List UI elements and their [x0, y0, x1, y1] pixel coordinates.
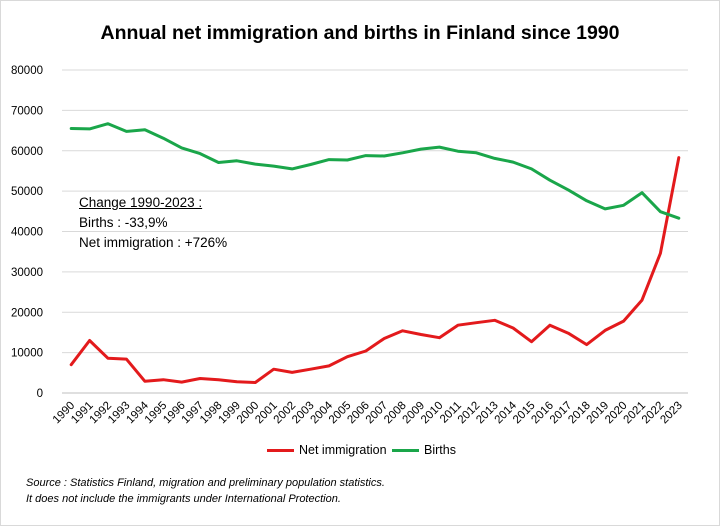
legend-swatch-net-immigration: [267, 448, 294, 452]
grid-lines: [62, 69, 688, 394]
source-note-line1: Source : Statistics Finland, migration a…: [26, 477, 385, 489]
legend-item-births: Births: [392, 443, 456, 457]
chart-title: Annual net immigration and births in Fin…: [100, 22, 620, 44]
y-tick-label: 10000: [11, 348, 43, 360]
y-tick-label: 20000: [11, 307, 43, 319]
y-axis-ticks: 0 10000 20000 30000 40000 50000 60000 70000 8000…: [11, 65, 43, 400]
source-note-line2: It does not include the immigrants under…: [26, 493, 341, 505]
legend-item-net-immigration: Net immigration: [267, 443, 387, 457]
y-tick-label: 60000: [11, 146, 43, 158]
x-tick-label: 2023: [658, 400, 685, 427]
y-tick-label: 50000: [11, 186, 43, 198]
series-line-births: [69, 122, 681, 220]
series-line-net-immigration: [69, 156, 681, 384]
legend-label-net-immigration: Net immigration: [299, 443, 387, 457]
legend-label-births: Births: [424, 443, 456, 457]
annotation-heading: Change 1990-2023 :: [79, 195, 203, 210]
annotation-births-change: Births : -33,9%: [79, 215, 168, 230]
annotation-immigration-change: Net immigration : +726%: [79, 235, 228, 250]
y-tick-label: 0: [37, 388, 43, 400]
legend-swatch-births: [392, 448, 419, 452]
x-axis-ticks: 1990199119921993199419951996199719981999…: [51, 399, 685, 426]
y-tick-label: 70000: [11, 105, 43, 117]
series-lines: [69, 122, 681, 384]
y-tick-label: 80000: [11, 65, 43, 77]
y-tick-label: 40000: [11, 227, 43, 239]
y-tick-label: 30000: [11, 267, 43, 279]
